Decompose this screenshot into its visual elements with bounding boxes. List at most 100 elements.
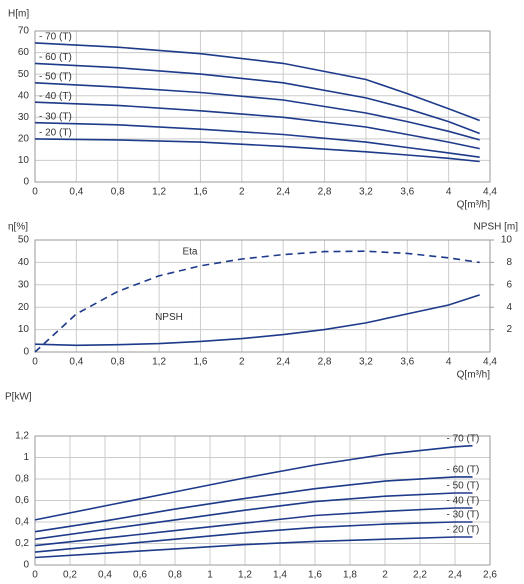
x-tick-label: 1,6 bbox=[194, 187, 208, 198]
x-tick-label: 3,2 bbox=[359, 187, 373, 198]
series-label: - 60 (T) bbox=[447, 464, 480, 475]
x-tick-label: 2 bbox=[239, 357, 245, 368]
y2-tick-label: 2 bbox=[506, 324, 512, 335]
y-tick-label: 30 bbox=[18, 112, 30, 123]
series-label: - 20 (T) bbox=[447, 525, 480, 536]
y-tick-label: 30 bbox=[18, 279, 30, 290]
y-tick-label: 0 bbox=[23, 177, 29, 188]
plot-frame bbox=[34, 239, 491, 353]
x-tick-label: 1,6 bbox=[308, 570, 322, 581]
curve bbox=[34, 121, 480, 158]
x-tick-label: 1,2 bbox=[152, 357, 166, 368]
y-axis-label: P[kW] bbox=[5, 392, 32, 403]
x-tick-label: 3,6 bbox=[400, 357, 414, 368]
curve bbox=[34, 101, 480, 150]
x-axis-label: Q[m³/h] bbox=[457, 200, 491, 211]
y-tick-label: 1,2 bbox=[15, 431, 29, 442]
series-label: - 50 (T) bbox=[447, 481, 480, 492]
x-tick-label: 0,8 bbox=[111, 357, 125, 368]
series-label: - 60 (T) bbox=[39, 52, 72, 63]
x-tick-label: 2,8 bbox=[318, 187, 332, 198]
curve bbox=[34, 521, 473, 553]
x-tick-label: 4 bbox=[446, 357, 452, 368]
y2-tick-label: 10 bbox=[501, 235, 513, 246]
x-tick-label: 0,6 bbox=[133, 570, 147, 581]
y-tick-label: 50 bbox=[18, 69, 30, 80]
series-label: - 30 (T) bbox=[447, 510, 480, 521]
x-tick-label: 1,2 bbox=[152, 187, 166, 198]
x-tick-label: 1,2 bbox=[238, 570, 252, 581]
series-label: Eta bbox=[182, 246, 197, 257]
y-tick-label: 1 bbox=[23, 452, 29, 463]
curve bbox=[34, 492, 473, 540]
curve bbox=[34, 82, 480, 141]
y-tick-label: 0 bbox=[23, 560, 29, 571]
y-tick-label: 60 bbox=[18, 47, 30, 58]
x-tick-label: 0,4 bbox=[69, 187, 83, 198]
x-tick-label: 0,2 bbox=[63, 570, 77, 581]
plot-frame bbox=[34, 435, 491, 566]
x-tick-label: 4 bbox=[446, 187, 452, 198]
curve bbox=[34, 476, 473, 533]
x-tick-label: 4,4 bbox=[483, 357, 497, 368]
y2-tick-label: 6 bbox=[506, 279, 512, 290]
y-axis-label: η[%] bbox=[8, 222, 28, 233]
y-tick-label: 0,4 bbox=[15, 517, 29, 528]
curve bbox=[34, 42, 480, 122]
series-label: - 40 (T) bbox=[447, 496, 480, 507]
series-label: - 70 (T) bbox=[39, 32, 72, 43]
y-tick-label: 40 bbox=[18, 90, 30, 101]
y-axis-label: H[m] bbox=[8, 9, 29, 20]
y-tick-label: 0,2 bbox=[15, 538, 29, 549]
x-tick-label: 1,4 bbox=[273, 570, 287, 581]
y-tick-label: 20 bbox=[18, 302, 30, 313]
curve bbox=[34, 62, 480, 135]
x-axis-label: Q[m³/h] bbox=[457, 370, 491, 381]
curve bbox=[34, 444, 473, 521]
x-tick-label: 2,6 bbox=[483, 570, 497, 581]
x-tick-label: 0,4 bbox=[98, 570, 112, 581]
curve bbox=[34, 250, 480, 353]
curve bbox=[34, 507, 473, 547]
y-tick-label: 0 bbox=[23, 347, 29, 358]
series-label: - 30 (T) bbox=[39, 111, 72, 122]
y-tick-label: 0,8 bbox=[15, 474, 29, 485]
x-tick-label: 3,6 bbox=[400, 187, 414, 198]
y-tick-label: 10 bbox=[18, 324, 30, 335]
curve bbox=[34, 536, 473, 559]
x-tick-label: 0 bbox=[32, 187, 38, 198]
y-tick-label: 70 bbox=[18, 26, 30, 37]
x-tick-label: 0 bbox=[32, 570, 38, 581]
x-tick-label: 2,4 bbox=[276, 357, 290, 368]
y-tick-label: 40 bbox=[18, 257, 30, 268]
y2-axis-label: NPSH [m] bbox=[474, 222, 519, 233]
y-tick-label: 10 bbox=[18, 155, 30, 166]
curve bbox=[34, 294, 480, 347]
x-tick-label: 2,4 bbox=[448, 570, 462, 581]
plot-frame bbox=[34, 30, 491, 183]
curve bbox=[34, 138, 480, 163]
x-tick-label: 0,8 bbox=[168, 570, 182, 581]
x-tick-label: 2,8 bbox=[318, 357, 332, 368]
x-tick-label: 3,2 bbox=[359, 357, 373, 368]
y-tick-label: 20 bbox=[18, 133, 30, 144]
x-tick-label: 2 bbox=[239, 187, 245, 198]
x-tick-label: 0,4 bbox=[69, 357, 83, 368]
x-tick-label: 2,4 bbox=[276, 187, 290, 198]
series-label: - 20 (T) bbox=[39, 127, 72, 138]
series-label: - 70 (T) bbox=[447, 433, 480, 444]
y-tick-label: 0,6 bbox=[15, 495, 29, 506]
x-tick-label: 2 bbox=[382, 570, 388, 581]
x-tick-label: 1,6 bbox=[194, 357, 208, 368]
x-tick-label: 2,2 bbox=[413, 570, 427, 581]
x-tick-label: 0 bbox=[32, 357, 38, 368]
series-label: - 40 (T) bbox=[39, 91, 72, 102]
x-tick-label: 1,8 bbox=[343, 570, 357, 581]
x-tick-label: 4,4 bbox=[483, 187, 497, 198]
y-tick-label: 50 bbox=[18, 235, 30, 246]
y2-tick-label: 4 bbox=[506, 302, 512, 313]
x-tick-label: 1 bbox=[207, 570, 213, 581]
series-label: NPSH bbox=[155, 312, 183, 323]
